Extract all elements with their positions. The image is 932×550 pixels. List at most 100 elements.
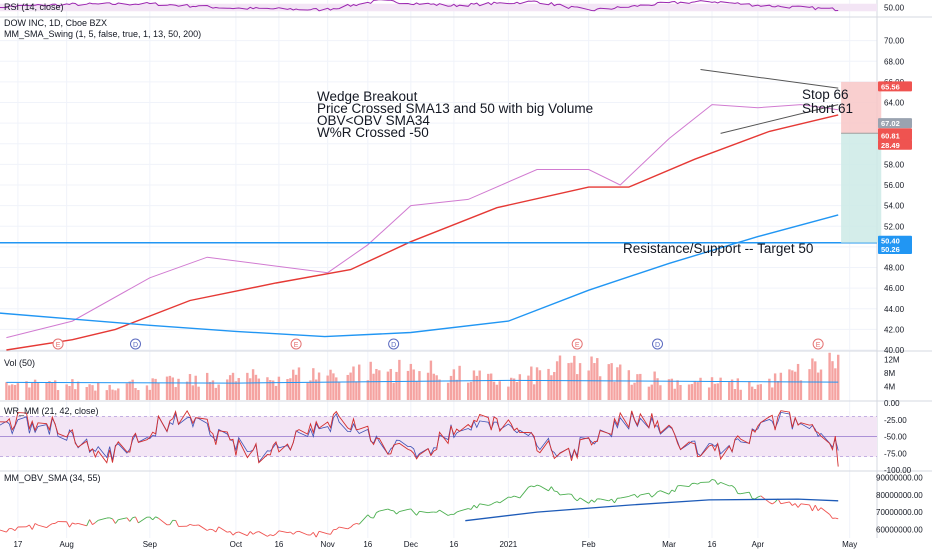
obv-segment [488,504,492,506]
volume-bar [613,381,616,400]
obv-segment [209,528,214,531]
earnings-marker[interactable] [812,338,824,350]
time-axis[interactable]: 17 Aug Sep Oct 16 Nov 16 Dec 16 2021 Feb Mar 16 Apr Ma… [13,540,857,549]
volume-bar [53,380,57,400]
obv-segment [769,502,773,505]
volume-bar [793,371,797,400]
rsi-pane[interactable] [0,0,877,12]
obv-segment [198,524,208,531]
volume-bar [165,376,169,400]
volume-bar [733,389,737,400]
volume-bar [48,381,51,400]
dividend-marker[interactable] [388,338,400,350]
obv-segment [155,516,159,519]
obv-segment [410,508,415,513]
price-axis[interactable]: 40.00 42.00 44.00 46.00 48.00 50.00 52.00 54.00… [876,4,923,535]
obv-segment [740,491,750,495]
volume-bar [710,377,714,400]
obv-segment [748,491,753,499]
price-tick-label: 58.00 [884,160,905,169]
obv-segment [476,503,481,509]
obv-segment [473,504,478,509]
obv-segment [668,489,673,495]
obv-segment [86,519,91,527]
volume-bar [297,367,301,400]
volume-bar [495,384,499,400]
volume-bar [426,372,430,400]
dividend-marker[interactable] [129,338,141,350]
volume-tick-label: 12M [884,355,900,364]
rsi-line [0,0,839,12]
obv-segment [651,494,655,498]
volume-bar [475,375,479,400]
obv-tick-label: 80000000.00 [876,491,923,500]
williams-r-label: WR_MM (21, 42, close) [4,406,99,416]
earnings-marker[interactable] [571,338,583,350]
obv-segment [456,510,460,513]
volume-bar [779,372,783,400]
volume-bar [234,381,238,400]
volume-bar [590,356,593,400]
time-tick-label: 17 [13,540,22,549]
williams-r-pane[interactable] [0,409,877,467]
obv-segment [792,503,796,506]
annotation-line: Price Crossed SMA13 and 50 with big Volu… [317,101,593,116]
volume-bar [449,375,453,400]
obv-segment [519,486,529,499]
obv-segment [731,485,736,489]
time-tick-label: 16 [708,540,717,549]
volume-bar [567,363,570,400]
obv-segment [232,532,237,536]
obv-segment [533,484,538,488]
volume-bar [811,358,814,400]
obv-segment [275,530,280,535]
obv-segment [376,510,380,513]
obv-segment [453,511,458,515]
event-label: D [655,342,660,349]
obv-segment [657,490,661,493]
sma-indicator-label: MM_SMA_Swing (1, 5, false, true, 1, 13, … [4,29,201,39]
obv-segment [290,531,294,535]
short-annotation: Short 61 [802,101,853,116]
volume-bar [329,369,332,400]
obv-segment [631,493,635,496]
price-tag [878,118,912,129]
volume-bar [719,377,722,400]
volume-bar [392,382,395,400]
volume-bar [31,382,34,400]
obv-segment [789,501,793,506]
volume-bar [228,375,232,400]
earnings-marker[interactable] [52,338,64,350]
obv-segment [628,494,632,497]
dividend-marker[interactable] [652,338,664,350]
obv-segment [528,485,532,488]
obv-segment [499,496,509,504]
obv-segment [660,490,670,495]
volume-bar [409,363,413,400]
volume-bar [352,366,355,400]
volume-bar [395,371,398,400]
obv-segment [608,498,612,502]
wedge-upper-line [700,69,839,89]
volume-bar [36,382,40,400]
obv-segment [207,528,211,531]
volume-bar [730,379,734,400]
volume-bar [553,371,556,400]
volume-bar [690,383,694,400]
obv-segment [292,531,297,535]
obv-segment [158,517,168,526]
earnings-marker[interactable] [290,338,302,350]
obv-segment [416,511,420,516]
volume-bar [65,384,68,400]
obv-segment [771,501,776,505]
volume-bar [314,379,318,400]
volume-bar [819,369,823,400]
obv-pane[interactable] [0,479,839,538]
volume-bar [226,379,229,400]
volume-pane[interactable] [0,352,840,400]
price-tick-label: 40.00 [884,346,905,355]
obv-segment [674,485,678,492]
sma13-line [6,104,839,339]
